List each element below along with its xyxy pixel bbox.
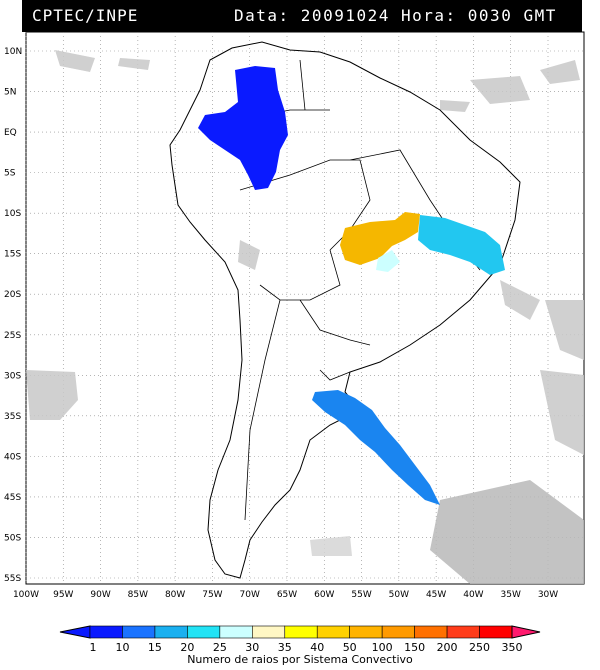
colorbar-box [89, 625, 123, 639]
longitude-label: 85W [128, 590, 148, 600]
colorbar-label: 20 [180, 641, 194, 654]
colorbar-caption: Numero de raios por Sistema Convectivo [187, 653, 413, 666]
colorbar-box [381, 625, 415, 639]
colorbar-label: 40 [310, 641, 324, 654]
longitude-label: 40W [463, 590, 483, 600]
latitude-labels: 10N 5N EQ 5S 10S 15S 20S 25S 30S 35S 40S 45S 50S 55S [4, 47, 22, 584]
longitude-label: 30W [538, 590, 558, 600]
cloud-cover [26, 50, 584, 584]
longitude-label: 60W [314, 590, 334, 600]
colorbar-box [479, 625, 513, 639]
colorbar-arrow-low [59, 625, 91, 639]
system-central-brazil [340, 212, 420, 265]
convective-systems [198, 66, 505, 505]
latitude-label: 35S [4, 412, 21, 422]
colorbar-label: 25 [213, 641, 227, 654]
latitude-label: 20S [4, 290, 21, 300]
colorbar: 1 10 15 20 25 30 35 40 50 100 150 200 250 350 [59, 625, 541, 654]
header-source: CPTEC/INPE [32, 6, 139, 25]
longitude-label: 80W [165, 590, 185, 600]
colorbar-box [154, 625, 188, 639]
latitude-label: 5S [4, 169, 16, 179]
system-amazon [198, 66, 288, 190]
country-borders [239, 59, 481, 521]
longitude-label: 65W [277, 590, 297, 600]
system-rio-plata [312, 390, 440, 505]
colorbar-box [414, 625, 448, 639]
latitude-label: 25S [4, 331, 21, 341]
latitude-label: 15S [4, 250, 21, 260]
latitude-label: 10N [4, 47, 22, 57]
continent-outline [169, 41, 521, 579]
header-bar: CPTEC/INPE Data: 20091024 Hora: 0030 GMT [22, 0, 582, 32]
colorbar-label: 50 [343, 641, 357, 654]
colorbar-box [446, 625, 480, 639]
colorbar-box [219, 625, 253, 639]
latitude-label: 5N [4, 88, 16, 98]
colorbar-label: 200 [437, 641, 458, 654]
longitude-label: 45W [426, 590, 446, 600]
colorbar-label: 35 [278, 641, 292, 654]
colorbar-labels: 1 10 15 20 25 30 35 40 50 100 150 200 250 350 [90, 641, 523, 654]
longitude-label: 55W [351, 590, 371, 600]
system-northeast [418, 215, 505, 275]
system-central-brazil-edge [376, 250, 400, 272]
longitude-labels: 100W 95W 90W 85W 80W 75W 70W 65W 60W 55W 50W 45W 40W… [13, 590, 558, 600]
colorbar-label: 350 [502, 641, 523, 654]
latitude-label: 45S [4, 493, 21, 503]
colorbar-label: 100 [372, 641, 393, 654]
south-america-coast [169, 41, 521, 579]
longitude-label: 75W [202, 590, 222, 600]
colorbar-box [252, 625, 286, 639]
colorbar-box [284, 625, 318, 639]
longitude-label: 35W [501, 590, 521, 600]
colorbar-label: 10 [115, 641, 129, 654]
longitude-label: 95W [53, 590, 73, 600]
longitude-label: 50W [389, 590, 409, 600]
longitude-label: 100W [13, 590, 39, 600]
colorbar-label: 30 [245, 641, 259, 654]
colorbar-box [316, 625, 350, 639]
latitude-label: 10S [4, 209, 21, 219]
colorbar-label: 15 [148, 641, 162, 654]
colorbar-box [349, 625, 383, 639]
latitude-label: EQ [4, 128, 17, 138]
colorbar-box [187, 625, 221, 639]
latitude-label: 50S [4, 533, 21, 543]
colorbar-arrow-high [511, 625, 541, 639]
colorbar-box [122, 625, 156, 639]
colorbar-label: 1 [90, 641, 97, 654]
map-canvas: 10N5NEQ5S10S15S20S25S30S35S40S45S50S55S … [4, 31, 585, 600]
latitude-label: 40S [4, 452, 21, 462]
longitude-label: 90W [90, 590, 110, 600]
longitude-label: 70W [240, 590, 260, 600]
latitude-label: 55S [4, 574, 21, 584]
header-datetime: Data: 20091024 Hora: 0030 GMT [234, 6, 557, 25]
latitude-label: 30S [4, 371, 21, 381]
colorbar-boxes [59, 625, 541, 639]
colorbar-label: 250 [469, 641, 490, 654]
colorbar-label: 150 [404, 641, 425, 654]
